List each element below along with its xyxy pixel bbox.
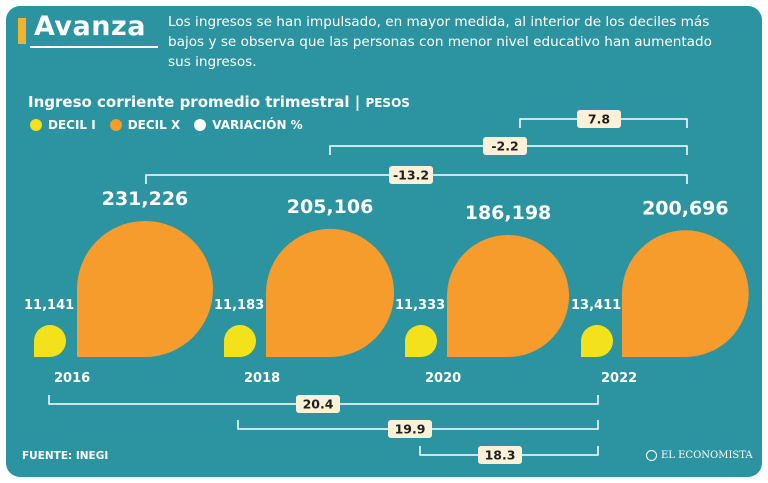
title-underline bbox=[30, 46, 158, 48]
variation-decil-x-2018-2022-label: -2.2 bbox=[491, 139, 518, 154]
variation-decil-x-2020-2022-label-box bbox=[577, 110, 621, 128]
variation-decil-i-2020-2022-label: 18.3 bbox=[485, 448, 516, 463]
decil-x-value-2020: 186,198 bbox=[465, 202, 552, 224]
variation-decil-x-2018-2022-label-box bbox=[483, 137, 527, 155]
decil-x-value-2016: 231,226 bbox=[102, 188, 189, 210]
variation-decil-i-2018-2022-label-box bbox=[388, 420, 432, 438]
page-title: Avanza bbox=[34, 11, 146, 42]
year-label-2020: 2020 bbox=[425, 371, 461, 386]
variation-decil-x-2016-2022-label-box bbox=[389, 166, 433, 184]
decil-x-value-2022: 200,696 bbox=[642, 197, 729, 219]
decil-x-bubble-2020 bbox=[447, 234, 570, 357]
decil-i-value-2020: 11,333 bbox=[395, 298, 445, 313]
year-label-2022: 2022 bbox=[601, 371, 637, 386]
legend: DECIL I DECIL X VARIACIÓN % bbox=[30, 118, 317, 132]
variation-decil-x-2020-2022-label: 7.8 bbox=[588, 112, 610, 127]
variation-decil-i-2016-2022-label-box bbox=[296, 395, 340, 413]
brand-logo: EL ECONOMISTA bbox=[646, 450, 753, 461]
decil-i-bubble-2018 bbox=[224, 325, 256, 357]
decil-i-value-2018: 11,183 bbox=[214, 298, 264, 313]
variation-decil-i-2018-2022-label: 19.9 bbox=[395, 422, 426, 437]
subtitle-separator: | bbox=[349, 93, 366, 111]
unit-label: PESOS bbox=[365, 96, 410, 110]
decil-i-bubble-2020 bbox=[405, 325, 437, 357]
source-note: FUENTE: INEGI bbox=[22, 450, 109, 462]
legend-swatch-variacion bbox=[194, 119, 207, 131]
legend-swatch-decil-x bbox=[109, 119, 122, 131]
legend-label-decil-x: DECIL X bbox=[127, 118, 181, 132]
year-label-2018: 2018 bbox=[244, 371, 280, 386]
variation-decil-x-2016-2022-label: -13.2 bbox=[393, 168, 429, 183]
chart-title: Ingreso corriente promedio trimestral bbox=[28, 93, 350, 111]
decil-i-value-2016: 11,141 bbox=[24, 298, 74, 313]
legend-item-variacion: VARIACIÓN % bbox=[194, 118, 303, 132]
decil-i-bubble-2022 bbox=[581, 325, 613, 357]
variation-decil-i-2016-2022-label: 20.4 bbox=[303, 397, 334, 412]
decil-i-bubble-2016 bbox=[34, 325, 66, 357]
description: Los ingresos se han impulsado, en mayor … bbox=[168, 14, 712, 70]
brand-name: EL ECONOMISTA bbox=[661, 450, 753, 461]
decil-i-value-2022: 13,411 bbox=[571, 298, 621, 313]
decil-x-bubble-2018 bbox=[266, 228, 395, 357]
legend-item-decil-i: DECIL I bbox=[30, 118, 96, 132]
legend-item-decil-x: DECIL X bbox=[109, 118, 181, 132]
brand-mark-icon bbox=[646, 450, 657, 461]
legend-label-variacion: VARIACIÓN % bbox=[212, 118, 303, 132]
variation-decil-i-2020-2022-label-box bbox=[478, 446, 522, 464]
year-label-2016: 2016 bbox=[54, 371, 90, 386]
decil-x-bubble-2016 bbox=[77, 221, 213, 357]
title-accent-bar bbox=[18, 18, 26, 44]
decil-x-bubble-2022 bbox=[622, 230, 749, 357]
chart-subtitle: Ingreso corriente promedio trimestral | … bbox=[28, 93, 410, 111]
decil-x-value-2018: 205,106 bbox=[287, 196, 374, 218]
legend-label-decil-i: DECIL I bbox=[48, 118, 96, 132]
legend-swatch-decil-i bbox=[30, 119, 42, 131]
